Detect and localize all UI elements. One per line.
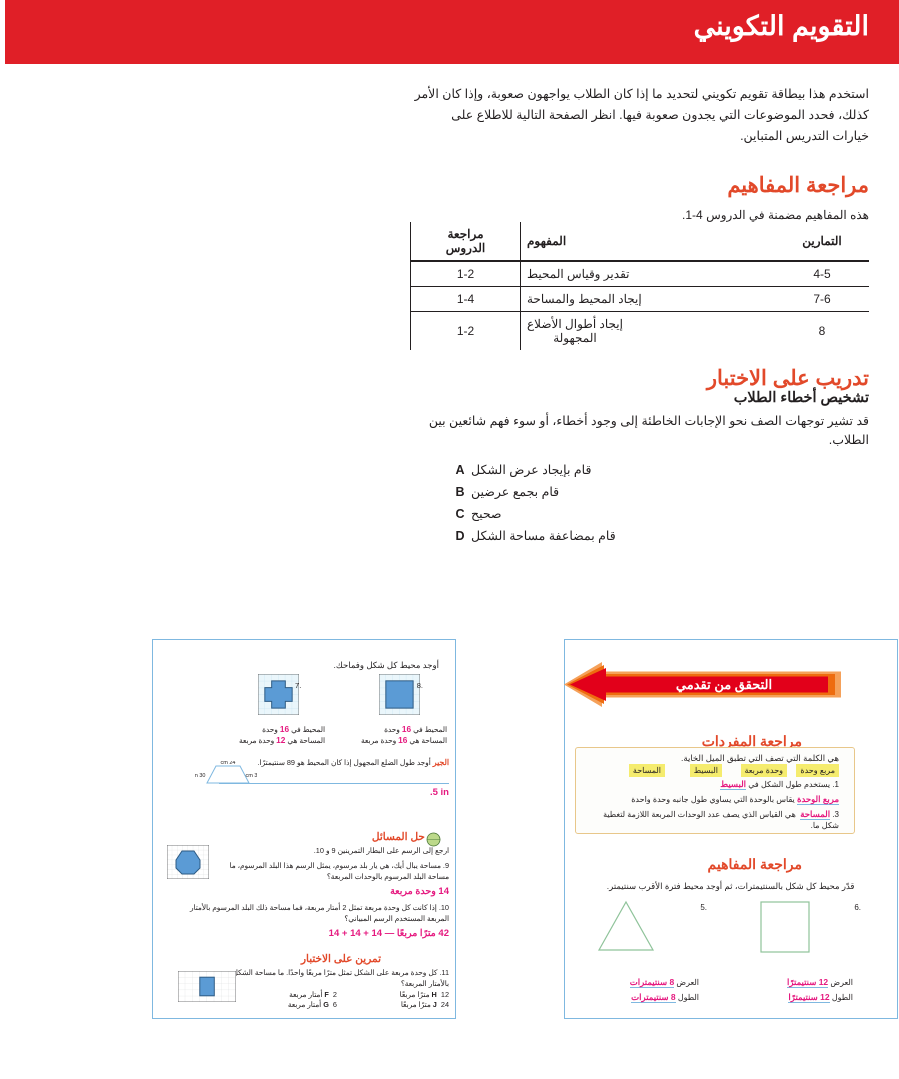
- svg-text:التحقق من تقدمي: التحقق من تقدمي: [676, 677, 772, 693]
- svg-text:30 cm: 30 cm: [246, 773, 258, 779]
- svg-text:30 cm: 30 cm: [195, 773, 206, 779]
